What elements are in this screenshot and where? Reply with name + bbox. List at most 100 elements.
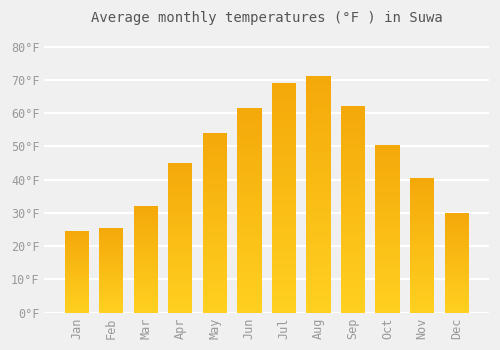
Bar xyxy=(444,215,468,216)
Bar xyxy=(64,244,89,245)
Bar xyxy=(341,238,365,240)
Bar xyxy=(306,138,330,140)
Bar xyxy=(64,251,89,252)
Bar xyxy=(376,245,400,247)
Bar xyxy=(134,232,158,233)
Bar xyxy=(99,244,124,245)
Bar xyxy=(238,145,262,147)
Bar xyxy=(410,286,434,287)
Bar xyxy=(168,311,192,313)
Bar xyxy=(410,296,434,298)
Bar xyxy=(134,258,158,259)
Bar xyxy=(376,158,400,160)
Bar xyxy=(99,305,124,306)
Bar xyxy=(306,126,330,128)
Bar xyxy=(306,124,330,126)
Bar xyxy=(168,242,192,244)
Bar xyxy=(306,254,330,256)
Bar xyxy=(444,279,468,280)
Bar xyxy=(306,308,330,310)
Bar xyxy=(99,289,124,290)
Bar xyxy=(306,195,330,197)
Bar xyxy=(272,221,296,223)
Bar xyxy=(203,295,227,296)
Bar xyxy=(444,224,468,225)
Bar xyxy=(238,116,262,118)
Bar xyxy=(410,185,434,186)
Bar xyxy=(64,269,89,270)
Bar xyxy=(99,280,124,281)
Bar xyxy=(341,261,365,263)
Bar xyxy=(168,180,192,181)
Bar xyxy=(203,219,227,221)
Bar xyxy=(444,276,468,277)
Bar xyxy=(134,250,158,251)
Bar xyxy=(272,271,296,274)
Bar xyxy=(272,228,296,230)
Bar xyxy=(203,149,227,151)
Bar xyxy=(376,148,400,150)
Bar xyxy=(272,108,296,111)
Bar xyxy=(99,301,124,302)
Bar xyxy=(444,238,468,239)
Bar xyxy=(376,261,400,262)
Bar xyxy=(341,212,365,214)
Bar xyxy=(306,265,330,268)
Bar xyxy=(341,115,365,117)
Bar xyxy=(376,172,400,173)
Bar xyxy=(238,284,262,286)
Bar xyxy=(306,110,330,112)
Bar xyxy=(444,262,468,263)
Bar xyxy=(376,220,400,222)
Bar xyxy=(168,197,192,199)
Bar xyxy=(203,259,227,260)
Bar xyxy=(444,282,468,283)
Bar xyxy=(272,292,296,294)
Bar xyxy=(168,245,192,247)
Bar xyxy=(203,307,227,309)
Bar xyxy=(341,141,365,144)
Bar xyxy=(306,275,330,277)
Bar xyxy=(410,278,434,279)
Bar xyxy=(64,285,89,286)
Bar xyxy=(272,209,296,212)
Bar xyxy=(238,276,262,278)
Bar xyxy=(341,152,365,154)
Bar xyxy=(444,234,468,235)
Bar xyxy=(238,300,262,302)
Bar xyxy=(238,245,262,247)
Bar xyxy=(410,217,434,218)
Bar xyxy=(272,308,296,310)
Bar xyxy=(376,192,400,194)
Bar xyxy=(203,241,227,243)
Bar xyxy=(444,274,468,275)
Bar xyxy=(64,301,89,302)
Bar xyxy=(168,259,192,260)
Bar xyxy=(238,282,262,284)
Bar xyxy=(238,239,262,241)
Bar xyxy=(341,106,365,108)
Bar xyxy=(444,290,468,291)
Bar xyxy=(134,226,158,228)
Bar xyxy=(410,195,434,197)
Bar xyxy=(99,292,124,293)
Bar xyxy=(168,301,192,302)
Bar xyxy=(444,285,468,286)
Bar xyxy=(376,267,400,269)
Bar xyxy=(444,251,468,252)
Bar xyxy=(272,276,296,278)
Bar xyxy=(238,251,262,253)
Bar xyxy=(64,261,89,262)
Bar xyxy=(64,263,89,264)
Bar xyxy=(203,293,227,295)
Bar xyxy=(306,206,330,209)
Bar xyxy=(203,203,227,205)
Bar xyxy=(376,152,400,153)
Bar xyxy=(272,131,296,134)
Bar xyxy=(410,225,434,226)
Bar xyxy=(238,180,262,182)
Bar xyxy=(306,246,330,249)
Bar xyxy=(64,248,89,249)
Bar xyxy=(134,293,158,294)
Bar xyxy=(203,160,227,162)
